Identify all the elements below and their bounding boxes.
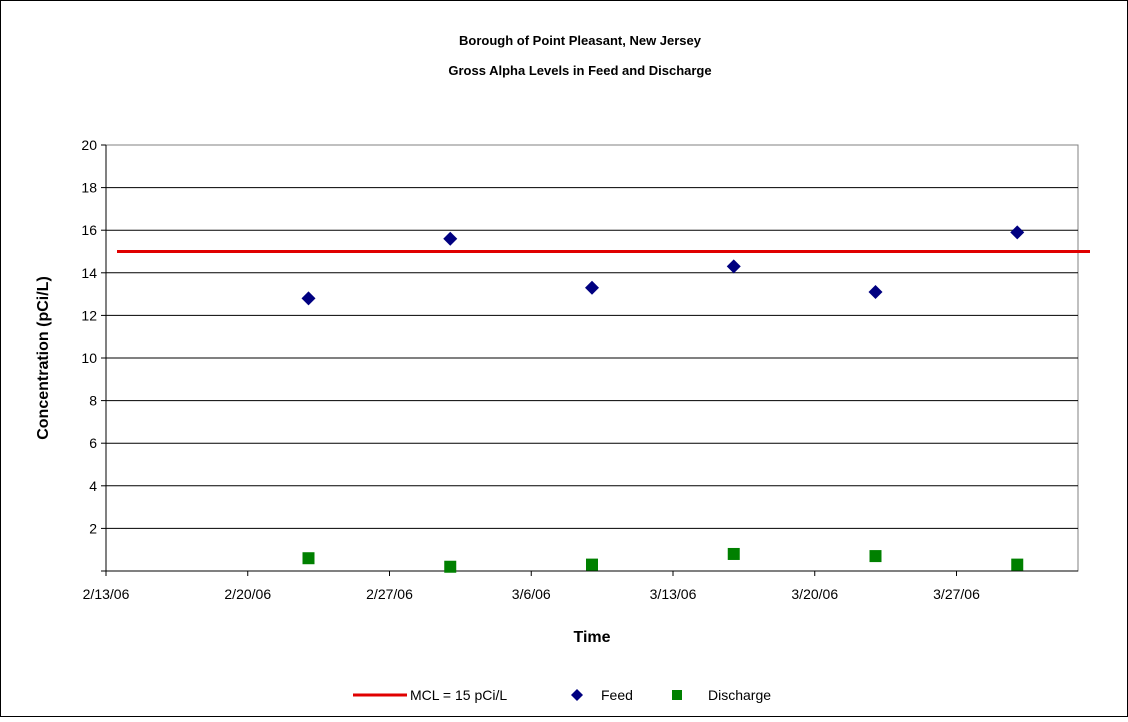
grid-lines bbox=[106, 187, 1078, 529]
legend-discharge-label: Discharge bbox=[708, 687, 771, 703]
x-tick-label: 3/20/06 bbox=[791, 586, 838, 602]
feed-point bbox=[868, 284, 883, 299]
discharge-point bbox=[869, 550, 882, 563]
legend-feed-marker bbox=[571, 689, 583, 701]
y-tick-label: 4 bbox=[89, 478, 97, 494]
feed-point bbox=[1010, 225, 1025, 240]
y-tick-label: 10 bbox=[81, 350, 97, 366]
x-tick-label: 3/27/06 bbox=[933, 586, 980, 602]
discharge-point bbox=[586, 558, 598, 571]
legend-mcl-label: MCL = 15 pCi/L bbox=[410, 687, 507, 703]
y-tick-label: 12 bbox=[81, 307, 97, 323]
legend-discharge-marker bbox=[672, 690, 682, 700]
x-axis: 2/13/06 2/20/06 2/27/06 3/6/06 3/13/06 3/20/0… bbox=[83, 570, 1078, 602]
x-tick-label: 2/27/06 bbox=[366, 586, 413, 602]
y-axis: 2 4 6 8 10 12 14 16 18 20 bbox=[81, 137, 107, 572]
x-tick-label: 3/6/06 bbox=[512, 586, 551, 602]
y-axis-title: Concentration (pCi/L) bbox=[35, 276, 52, 440]
discharge-point bbox=[302, 552, 315, 565]
x-axis-title: Time bbox=[573, 629, 610, 646]
chart-subtitle: Gross Alpha Levels in Feed and Discharge bbox=[448, 63, 711, 78]
discharge-point bbox=[444, 560, 457, 573]
y-tick-label: 20 bbox=[81, 137, 97, 153]
feed-point bbox=[726, 259, 741, 274]
y-tick-label: 6 bbox=[89, 435, 97, 451]
y-tick-label: 16 bbox=[81, 222, 97, 238]
x-tick-label: 2/13/06 bbox=[83, 586, 130, 602]
y-tick-label: 8 bbox=[89, 393, 97, 409]
discharge-point bbox=[727, 547, 740, 560]
data-points bbox=[301, 225, 1025, 573]
legend-feed-label: Feed bbox=[601, 687, 633, 703]
discharge-point bbox=[1011, 558, 1024, 571]
y-tick-label: 18 bbox=[81, 180, 97, 196]
feed-point bbox=[443, 231, 458, 246]
feed-point bbox=[585, 280, 599, 295]
feed-point bbox=[301, 291, 316, 306]
y-tick-label: 2 bbox=[89, 520, 97, 536]
x-tick-label: 2/20/06 bbox=[224, 586, 271, 602]
legend: MCL = 15 pCi/L Feed Discharge bbox=[353, 687, 771, 703]
y-tick-label: 14 bbox=[81, 265, 97, 281]
x-tick-label: 3/13/06 bbox=[650, 586, 697, 602]
chart-title: Borough of Point Pleasant, New Jersey bbox=[459, 33, 702, 48]
